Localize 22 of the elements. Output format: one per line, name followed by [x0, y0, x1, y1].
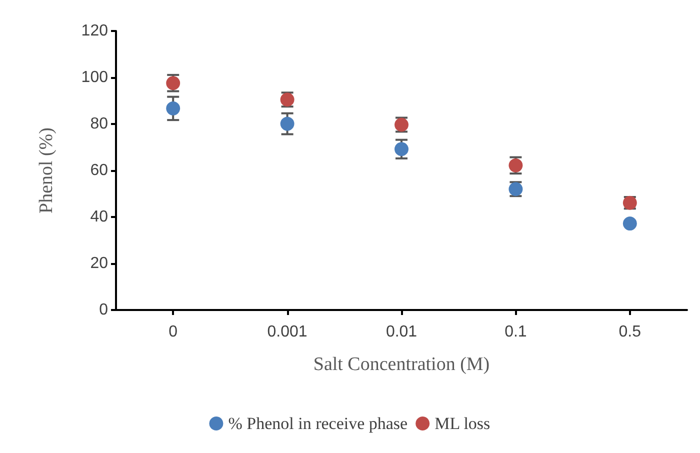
- legend-label: ML loss: [434, 414, 490, 433]
- x-axis-title: Salt Concentration (M): [313, 354, 490, 375]
- x-tick-label: 0.1: [504, 324, 527, 340]
- y-tick-label: 20: [90, 255, 108, 272]
- x-tick-label: 0.01: [386, 324, 418, 340]
- y-tick-label: 40: [90, 208, 108, 226]
- point: [166, 76, 180, 90]
- y-tick-label: 80: [90, 116, 108, 132]
- point: [280, 116, 294, 131]
- x-tick-label: 0: [168, 324, 178, 340]
- point: [508, 158, 523, 172]
- y-tick-label: 120: [81, 22, 108, 40]
- point: [166, 101, 180, 116]
- point: [622, 216, 637, 231]
- y-axis-title: Phenol (%): [36, 127, 57, 214]
- point: [394, 142, 408, 156]
- y-tick-label: 60: [90, 162, 108, 179]
- x-tick-label: 0.001: [267, 324, 308, 340]
- y-tick-label: 0: [99, 302, 108, 318]
- y-tick-label: 100: [81, 69, 108, 86]
- x-tick-label: 0.5: [618, 324, 642, 340]
- legend-label: % Phenol in receive phase: [228, 414, 408, 433]
